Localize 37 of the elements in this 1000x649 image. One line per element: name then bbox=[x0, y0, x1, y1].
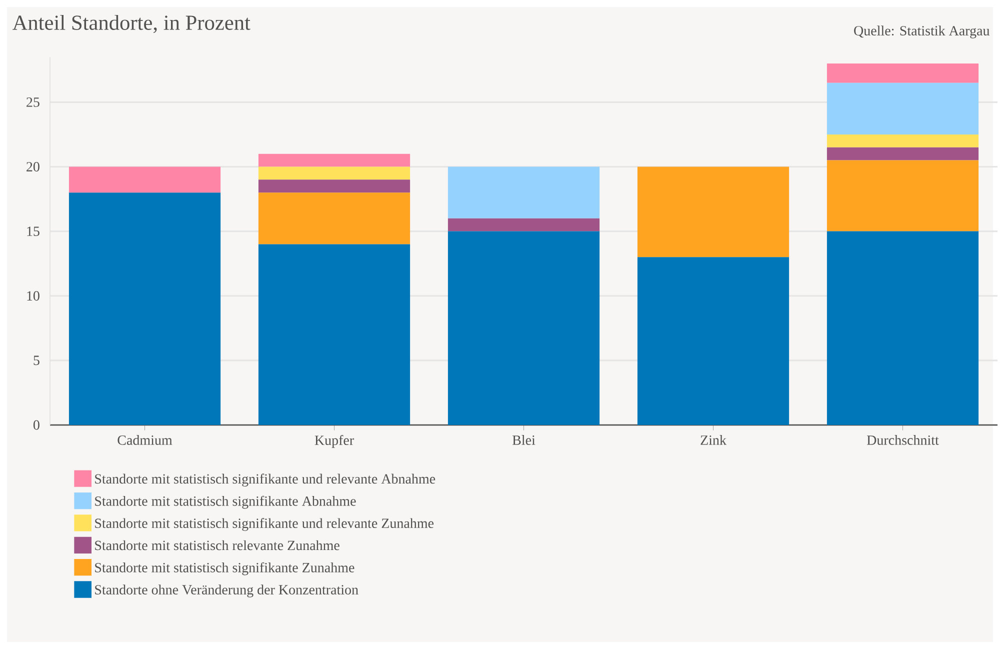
bar bbox=[637, 257, 790, 425]
bar bbox=[258, 166, 410, 180]
y-tick-label: 20 bbox=[26, 162, 40, 172]
y-tick-label: 10 bbox=[27, 291, 40, 301]
bar bbox=[258, 180, 410, 193]
bar bbox=[826, 82, 979, 134]
bar bbox=[826, 160, 979, 232]
legend-label: Standorte ohne Veränderung der Konzentration bbox=[95, 584, 358, 598]
bar bbox=[637, 166, 790, 258]
bar bbox=[826, 63, 979, 83]
bar bbox=[68, 166, 221, 193]
bar bbox=[258, 154, 410, 167]
legend-label: Standorte mit statistisch signifikante und relevante Abnahme bbox=[95, 474, 436, 487]
y-tick-label: 25 bbox=[26, 97, 40, 107]
x-tick-label: Cadmium bbox=[118, 435, 172, 445]
bar bbox=[448, 231, 600, 425]
bar bbox=[258, 192, 410, 244]
y-tick-label: 15 bbox=[27, 226, 40, 236]
bar bbox=[258, 244, 410, 425]
bar bbox=[448, 166, 600, 218]
legend-label: Standorte mit statistisch signifikante Zunahme bbox=[95, 562, 354, 576]
x-tick-label: Durchschnitt bbox=[866, 435, 939, 445]
y-tick-label: 0 bbox=[33, 420, 40, 430]
source-note: Quelle: Statistik Aargau bbox=[854, 26, 990, 38]
bar bbox=[826, 231, 979, 425]
bar bbox=[448, 218, 600, 232]
legend-label: Standorte mit statistisch signifikante und relevante Zunahme bbox=[95, 518, 434, 531]
bar bbox=[826, 147, 979, 160]
x-tick-label: Blei bbox=[512, 435, 536, 445]
legend-label: Standorte mit statistisch signifikante Abnahme bbox=[95, 496, 356, 509]
legend-label: Standorte mit statistisch relevante Zunahme bbox=[95, 540, 340, 550]
bar bbox=[68, 192, 221, 425]
y-tick-label: 5 bbox=[34, 356, 40, 366]
x-tick-label: Kupfer bbox=[314, 435, 354, 448]
bar bbox=[826, 134, 979, 148]
chart-title: Anteil Standorte, in Prozent bbox=[12, 14, 250, 34]
x-tick-label: Zink bbox=[700, 435, 726, 445]
